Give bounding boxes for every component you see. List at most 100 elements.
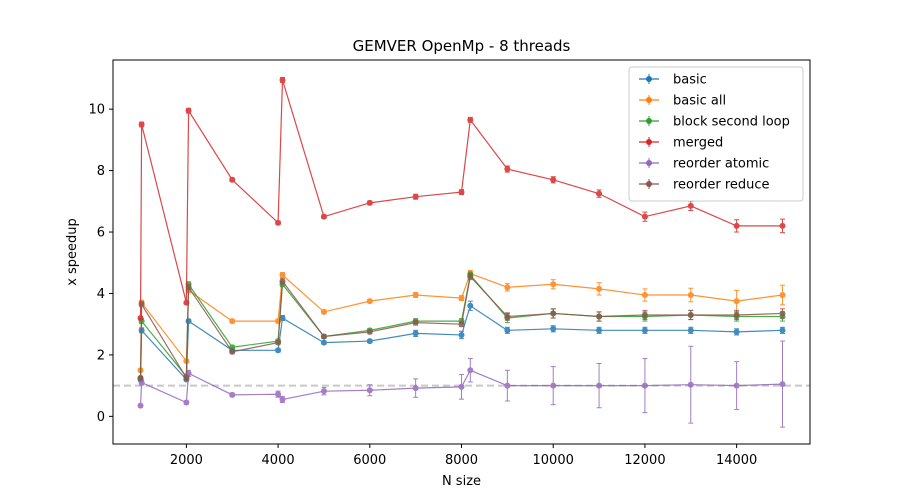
data-point [320, 308, 327, 315]
chart-title: GEMVER OpenMp - 8 threads [353, 37, 571, 55]
data-point [504, 166, 511, 173]
legend-item: basic [639, 73, 707, 88]
data-point [641, 292, 648, 299]
data-point [229, 318, 236, 325]
data-point [412, 330, 419, 337]
data-point [229, 348, 236, 355]
data-point [504, 313, 511, 320]
legend-label: reorder reduce [673, 178, 770, 193]
legend-swatch-marker [646, 97, 652, 103]
legend: basic basic all block second loop merged reo… [628, 66, 804, 202]
legend-item: block second loop [639, 115, 790, 130]
data-point [229, 176, 236, 183]
x-tick-label: 12000 [624, 453, 665, 468]
y-tick-label: 2 [97, 348, 105, 363]
data-point [320, 333, 327, 340]
legend-swatch-marker [646, 118, 652, 124]
x-axis-ticks: 2000 4000 6000 8000 10000 12000 14000 [170, 444, 757, 468]
data-point [458, 189, 465, 196]
data-point [596, 327, 603, 334]
legend-label: basic [673, 73, 707, 88]
legend-label: merged [673, 136, 723, 151]
data-point [550, 325, 557, 332]
data-point [504, 327, 511, 334]
data-point [467, 116, 474, 123]
data-point [320, 339, 327, 346]
data-point [458, 321, 465, 328]
data-point [596, 285, 603, 292]
series-line [139, 275, 783, 381]
series-merged [137, 76, 786, 322]
data-point [467, 302, 474, 309]
plot-area [113, 76, 810, 428]
x-tick-label: 14000 [716, 453, 757, 468]
data-point [279, 278, 286, 285]
data-point [138, 379, 145, 386]
data-point [550, 382, 557, 389]
data-point [596, 313, 603, 320]
data-point [550, 310, 557, 317]
data-point [185, 284, 192, 291]
legend-label: block second loop [673, 115, 790, 130]
data-point [279, 315, 286, 322]
legend-item: basic all [639, 94, 726, 109]
data-point [596, 382, 603, 389]
y-tick-label: 6 [97, 226, 105, 241]
y-tick-label: 8 [97, 164, 105, 179]
data-point [779, 292, 786, 299]
data-point [641, 382, 648, 389]
data-point [412, 292, 419, 299]
legend-swatch-marker [646, 139, 652, 145]
data-point [279, 396, 286, 403]
data-point [733, 311, 740, 318]
series-reorder-reduce [137, 273, 786, 381]
y-axis-label: x speedup [65, 218, 80, 286]
data-point [733, 298, 740, 305]
x-tick-label: 8000 [445, 453, 478, 468]
legend-swatch-marker [646, 181, 652, 187]
data-point [687, 381, 694, 388]
legend-item: reorder reduce [639, 178, 770, 193]
legend-item: reorder atomic [639, 157, 769, 172]
legend-swatch-marker [646, 76, 652, 82]
data-point [137, 374, 144, 381]
data-point [137, 315, 144, 322]
y-tick-label: 10 [88, 103, 105, 118]
data-point [641, 213, 648, 220]
data-point [138, 121, 145, 128]
data-point [733, 222, 740, 229]
y-tick-label: 0 [97, 410, 105, 425]
data-point [412, 385, 419, 392]
data-point [596, 190, 603, 197]
data-point [550, 281, 557, 288]
legend-frame [628, 66, 804, 202]
data-point [467, 367, 474, 374]
x-axis-label: N size [442, 474, 481, 489]
data-point [275, 339, 282, 346]
data-point [185, 107, 192, 114]
data-point [733, 382, 740, 389]
data-point [366, 338, 373, 345]
data-point [412, 193, 419, 200]
legend-item: merged [639, 136, 723, 151]
data-point [412, 319, 419, 326]
y-tick-label: 4 [97, 287, 105, 302]
legend-swatch-marker [646, 160, 652, 166]
data-point [467, 273, 474, 280]
data-point [504, 382, 511, 389]
series-reorder-atomic [137, 340, 786, 428]
data-point [138, 301, 145, 308]
data-point [320, 213, 327, 220]
data-point [366, 199, 373, 206]
data-point [458, 383, 465, 390]
data-point [279, 272, 286, 279]
data-point [779, 381, 786, 388]
data-point [779, 222, 786, 229]
data-point [458, 295, 465, 302]
data-point [183, 399, 190, 406]
series-line [139, 304, 783, 381]
data-point [687, 311, 694, 318]
data-point [275, 391, 282, 398]
data-point [185, 318, 192, 325]
data-point [275, 347, 282, 354]
